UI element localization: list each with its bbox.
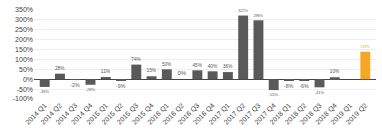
- svg-text:-39%: -39%: [40, 89, 50, 94]
- svg-text:300%: 300%: [15, 16, 33, 23]
- svg-text:250%: 250%: [15, 26, 33, 33]
- svg-text:2019 Q2: 2019 Q2: [345, 102, 370, 127]
- svg-text:2015 Q4: 2015 Q4: [131, 102, 156, 127]
- svg-text:2016 Q1: 2016 Q1: [146, 102, 171, 127]
- svg-text:2019 Q1: 2019 Q1: [329, 102, 354, 127]
- svg-text:2015 Q2: 2015 Q2: [100, 102, 125, 127]
- svg-text:2017 Q1: 2017 Q1: [207, 102, 232, 127]
- svg-text:-28%: -28%: [86, 87, 96, 92]
- svg-text:2018 Q2: 2018 Q2: [283, 102, 308, 127]
- svg-text:2015 Q3: 2015 Q3: [116, 102, 141, 127]
- svg-text:10%: 10%: [330, 69, 339, 74]
- svg-text:2018 Q1: 2018 Q1: [268, 102, 293, 127]
- svg-text:74%: 74%: [131, 57, 140, 62]
- svg-text:2018 Q4: 2018 Q4: [314, 102, 339, 127]
- svg-text:0%: 0%: [177, 70, 186, 76]
- svg-text:45%: 45%: [192, 63, 201, 68]
- svg-text:2016 Q4: 2016 Q4: [192, 102, 217, 127]
- svg-text:50%: 50%: [162, 62, 171, 67]
- svg-text:50%: 50%: [19, 66, 33, 73]
- svg-text:200%: 200%: [15, 36, 33, 43]
- svg-text:36%: 36%: [223, 64, 232, 69]
- svg-text:2018 Q3: 2018 Q3: [299, 102, 324, 127]
- svg-text:2017 Q3: 2017 Q3: [238, 102, 263, 127]
- svg-text:0%: 0%: [23, 76, 33, 83]
- svg-text:2016 Q2: 2016 Q2: [161, 102, 186, 127]
- svg-text:-50%: -50%: [17, 86, 33, 93]
- svg-text:-6%: -6%: [299, 83, 309, 89]
- svg-text:11%: 11%: [101, 69, 111, 74]
- svg-text:298%: 298%: [253, 14, 263, 18]
- svg-text:322%: 322%: [238, 9, 248, 13]
- svg-text:2015 Q1: 2015 Q1: [85, 102, 110, 127]
- svg-text:-55%: -55%: [269, 92, 279, 97]
- svg-text:-2%: -2%: [70, 82, 80, 88]
- svg-text:139%: 139%: [360, 45, 370, 49]
- svg-text:-41%: -41%: [315, 90, 325, 95]
- svg-text:2014 Q3: 2014 Q3: [54, 102, 79, 127]
- svg-text:350%: 350%: [15, 6, 33, 13]
- svg-text:2017 Q2: 2017 Q2: [222, 102, 247, 127]
- svg-text:15%: 15%: [147, 68, 156, 73]
- svg-text:2014 Q4: 2014 Q4: [70, 102, 95, 127]
- svg-text:40%: 40%: [208, 64, 217, 69]
- svg-text:150%: 150%: [15, 46, 33, 53]
- svg-text:2014 Q1: 2014 Q1: [24, 102, 49, 127]
- svg-text:-8%: -8%: [284, 83, 294, 89]
- svg-text:2016 Q3: 2016 Q3: [177, 102, 202, 127]
- svg-text:-100%: -100%: [13, 95, 33, 102]
- svg-text:2017 Q4: 2017 Q4: [253, 102, 278, 127]
- svg-text:2014 Q2: 2014 Q2: [39, 102, 64, 127]
- svg-text:28%: 28%: [55, 66, 64, 71]
- svg-text:-9%: -9%: [116, 83, 126, 89]
- svg-text:100%: 100%: [15, 56, 33, 63]
